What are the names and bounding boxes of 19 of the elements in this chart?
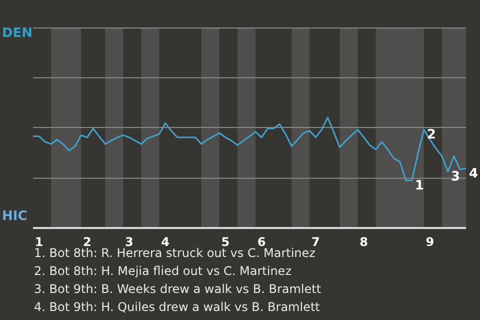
text: 3. Bot 9th: B. Weeks drew a walk vs B. Bramlett bbox=[34, 281, 322, 298]
text: 4 bbox=[469, 166, 478, 182]
x-tick-label: 9 bbox=[426, 235, 434, 249]
text: 1. Bot 8th: R. Herrera struck out vs C. Martinez bbox=[34, 246, 316, 262]
annotation: 2 bbox=[426, 128, 436, 143]
text: 4. Bot 9th: H. Quiles drew a walk vs B. Bramlett bbox=[34, 299, 321, 316]
x-tick-label: 7 bbox=[311, 235, 320, 249]
text: 2. Bot 8th: H. Mejia flied out vs C. Martinez bbox=[34, 263, 292, 280]
x-tick-label: 8 bbox=[360, 235, 368, 249]
annotation: 3 bbox=[450, 170, 460, 185]
annotation: 1 bbox=[414, 178, 424, 194]
x-tick-label: 5 bbox=[221, 235, 230, 249]
x-tick-label: 4 bbox=[161, 235, 170, 249]
x-tick-label: 2 bbox=[82, 235, 92, 249]
x-tick-label: 3 bbox=[125, 235, 134, 249]
text: DEN bbox=[2, 26, 33, 41]
x-tick-label: 1 bbox=[34, 235, 44, 249]
x-tick-label: 6 bbox=[257, 235, 266, 249]
text: HIC bbox=[2, 209, 28, 224]
